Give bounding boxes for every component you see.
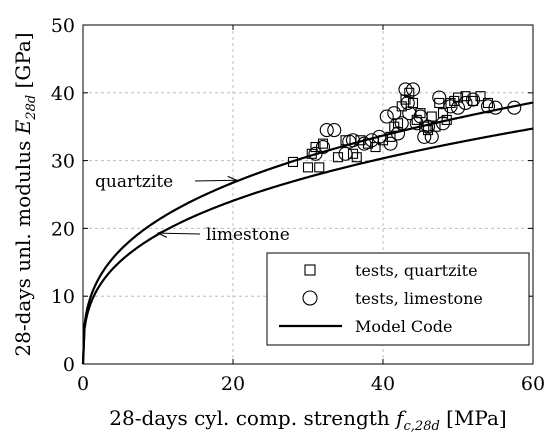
quartzite-test-point — [306, 148, 317, 159]
model-code-curve-quartzite — [81, 101, 534, 365]
quartzite-test-point — [411, 114, 422, 125]
limestone-test-point — [405, 82, 421, 97]
x-tick-label: 60 — [521, 373, 545, 395]
limestone-test-point — [409, 116, 424, 131]
quartzite-test-point — [400, 94, 411, 105]
legend-marker-circle — [302, 290, 318, 306]
x-axis-title: 28-days cyl. comp. strength fc,28d [MPa] — [109, 406, 506, 434]
limestone-test-point — [400, 95, 415, 111]
annotation-limestone: limestone — [206, 225, 290, 245]
y-tick-label: 0 — [63, 354, 75, 376]
quartzite-test-point — [317, 138, 329, 149]
limestone-test-point — [458, 95, 473, 111]
quartzite-test-point — [287, 156, 299, 168]
limestone-test-point — [345, 133, 361, 148]
limestone-test-point — [372, 129, 387, 144]
y-tick-label: 20 — [51, 218, 75, 240]
limestone-test-point — [507, 100, 522, 115]
model-code-curves — [81, 101, 534, 365]
y-tick-label: 10 — [51, 286, 75, 308]
quartzite-test-point — [347, 148, 359, 159]
y-tick-label: 50 — [51, 15, 75, 37]
y-axis-title: 28-days unl. modulus E28d [GPa] — [11, 32, 39, 356]
quartzite-test-point — [310, 141, 321, 153]
quartzite-test-point — [437, 108, 449, 119]
y-tick-label: 30 — [51, 151, 75, 173]
annotation-arrowhead — [227, 175, 239, 185]
limestone-test-point — [338, 146, 353, 161]
annotation-arrow-line — [157, 232, 201, 235]
limestone-test-point — [383, 136, 398, 151]
quartzite-test-point — [362, 138, 374, 149]
quartzite-test-point — [441, 114, 452, 125]
limestone-test-point — [379, 109, 394, 124]
annotation-quartzite: quartzite — [95, 172, 173, 192]
model-code-curve-limestone — [81, 127, 534, 365]
limestone-test-point — [390, 126, 406, 141]
limestone-test-point — [315, 139, 331, 155]
plot-frame — [82, 24, 534, 365]
axes: 0 20 40 60 0 10 20 30 40 50 28-days cyl. comp. str… — [11, 15, 545, 434]
limestone-test-point — [327, 123, 342, 138]
legend-marker-square — [304, 264, 316, 276]
legend-label: tests, quartzite — [355, 261, 478, 280]
quartzite-test-point — [351, 152, 362, 163]
limestone-test-point — [398, 82, 413, 97]
quartzite-test-point — [475, 91, 486, 102]
legend-label: tests, limestone — [355, 289, 483, 308]
data-points — [287, 82, 522, 173]
quartzite-test-point — [482, 97, 494, 109]
limestone-test-point — [413, 109, 428, 124]
limestone-test-point — [402, 106, 417, 121]
limestone-test-point — [424, 129, 439, 144]
limestone-test-point — [357, 136, 372, 151]
legend: tests, quartzite tests, limestone Model Co… — [266, 252, 530, 346]
quartzite-test-point — [332, 152, 344, 163]
limestone-test-point — [488, 100, 503, 115]
limestone-test-point — [364, 133, 379, 148]
quartzite-test-point — [404, 87, 415, 98]
limestone-test-point — [435, 116, 451, 131]
limestone-test-point — [387, 106, 402, 121]
x-tick-label: 40 — [371, 373, 395, 395]
quartzite-test-point — [302, 162, 314, 173]
annotation-arrowhead — [156, 228, 168, 238]
limestone-test-point — [420, 119, 436, 134]
quartzite-test-point — [445, 97, 456, 109]
legend-label: Model Code — [355, 317, 453, 336]
limestone-test-point — [417, 129, 432, 144]
x-tick-label: 20 — [221, 373, 245, 395]
x-tick-label: 0 — [77, 373, 89, 395]
legend-box — [266, 252, 530, 346]
limestone-test-point — [480, 99, 496, 114]
limestone-test-point — [394, 116, 409, 131]
limestone-test-point — [443, 99, 458, 114]
limestone-test-point — [319, 123, 334, 138]
limestone-test-point — [465, 92, 481, 107]
y-tick-label: 40 — [51, 83, 75, 105]
annotations: quartzite limestone — [95, 172, 290, 245]
limestone-test-point — [432, 90, 447, 105]
annotation-arrow-line — [194, 179, 237, 182]
limestone-test-point — [450, 100, 466, 115]
quartzite-test-point — [314, 162, 325, 173]
